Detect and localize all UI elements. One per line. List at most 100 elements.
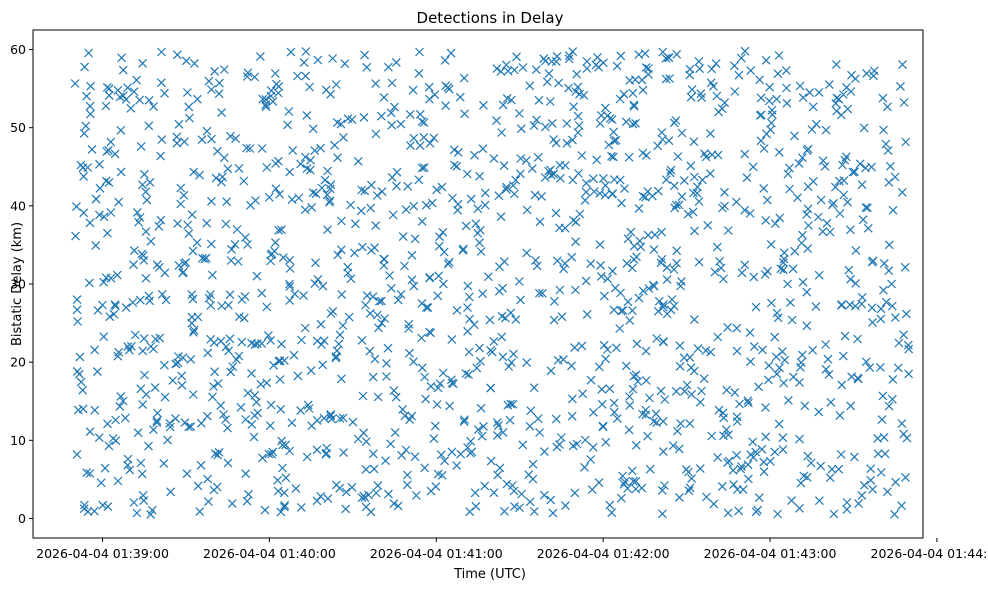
data-point: [570, 285, 580, 295]
data-point: [862, 203, 872, 213]
data-point: [749, 272, 759, 282]
data-point: [748, 437, 758, 447]
data-point: [721, 425, 731, 435]
data-point: [814, 407, 824, 417]
data-point: [417, 333, 426, 343]
data-point: [207, 134, 216, 144]
data-point: [857, 180, 867, 190]
data-point: [316, 143, 326, 153]
data-point: [529, 506, 539, 516]
data-point: [222, 197, 232, 207]
data-point: [168, 376, 178, 385]
data-point: [400, 411, 410, 421]
data-point: [878, 285, 888, 295]
data-point: [641, 346, 651, 356]
data-point: [130, 330, 140, 340]
data-point: [325, 196, 335, 206]
data-point: [387, 172, 397, 182]
data-point: [281, 473, 291, 483]
data-point: [471, 219, 481, 229]
data-point: [551, 138, 561, 148]
data-point: [318, 360, 328, 370]
y-tick-label: 50: [10, 120, 26, 135]
data-point: [257, 338, 267, 348]
data-point: [628, 88, 638, 98]
data-point: [368, 372, 378, 382]
data-point: [670, 203, 680, 213]
data-point: [439, 247, 449, 257]
data-point: [391, 392, 401, 402]
data-point: [262, 378, 272, 388]
data-point: [837, 300, 846, 310]
y-tick-label: 0: [18, 511, 26, 526]
data-point: [473, 425, 483, 435]
data-point: [556, 433, 566, 442]
data-point: [209, 382, 218, 391]
data-point: [427, 198, 437, 208]
data-point: [830, 182, 840, 192]
data-point: [123, 342, 133, 352]
x-axis-ticks: 2026-04-04 01:39:00 2026-04-04 01:40:00 20…: [36, 538, 988, 561]
data-point: [797, 350, 807, 360]
data-point: [599, 291, 609, 301]
data-point: [193, 481, 203, 491]
data-point: [628, 119, 638, 129]
data-point: [515, 169, 525, 179]
data-point: [290, 289, 300, 299]
data-point: [868, 317, 877, 327]
data-point: [878, 93, 888, 103]
data-point: [866, 464, 876, 474]
data-point: [677, 128, 687, 138]
data-point: [138, 58, 148, 68]
data-point: [518, 63, 528, 72]
data-point: [631, 440, 641, 450]
data-point: [396, 119, 406, 129]
data-point: [221, 415, 231, 425]
y-tick-label: 20: [10, 355, 26, 370]
data-point: [83, 163, 93, 172]
x-tick-label: 2026-04-04 01:39:00: [36, 546, 169, 561]
data-point: [705, 169, 715, 179]
data-point: [582, 57, 592, 66]
data-point: [393, 295, 403, 305]
data-point: [366, 203, 376, 213]
data-point: [300, 152, 310, 162]
data-point: [223, 423, 232, 433]
data-point: [458, 244, 468, 254]
data-point: [875, 362, 885, 372]
data-point: [301, 71, 311, 81]
data-point: [409, 133, 419, 143]
data-point: [641, 405, 651, 415]
data-point: [829, 509, 839, 519]
data-point: [256, 379, 266, 389]
data-point: [280, 500, 290, 510]
data-point: [897, 187, 907, 197]
data-point: [783, 279, 793, 289]
data-point: [250, 390, 260, 400]
data-point: [657, 509, 667, 519]
data-point: [837, 380, 847, 390]
data-point: [865, 363, 875, 373]
data-point: [827, 200, 837, 210]
data-point: [374, 296, 384, 306]
data-point: [834, 464, 844, 474]
data-point: [85, 109, 95, 119]
data-point: [369, 464, 379, 474]
data-point: [324, 197, 334, 207]
data-point: [473, 204, 483, 214]
data-point: [616, 51, 626, 61]
data-point: [762, 195, 772, 205]
data-point: [492, 64, 502, 74]
data-point: [192, 94, 202, 104]
data-point: [460, 109, 470, 119]
data-point: [533, 152, 543, 162]
data-point: [386, 439, 396, 449]
data-point: [128, 298, 138, 307]
data-point: [682, 380, 692, 390]
data-point: [722, 385, 732, 395]
data-point: [283, 120, 293, 130]
data-point: [197, 253, 207, 263]
data-point: [803, 244, 813, 254]
data-point: [570, 343, 580, 353]
data-point: [189, 167, 199, 177]
